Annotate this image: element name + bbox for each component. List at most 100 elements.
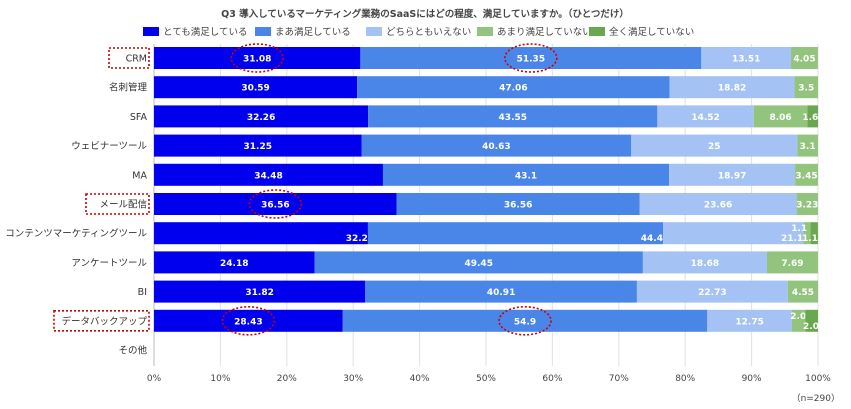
category-label: MA — [132, 170, 147, 181]
legend-label: まあ満足している — [275, 27, 351, 38]
data-label: 36.56 — [261, 201, 289, 211]
bar-segment — [631, 134, 798, 157]
bar-segment — [794, 76, 818, 99]
x-tick-label: 80% — [675, 374, 695, 384]
legend-swatch — [589, 27, 605, 36]
bar-segment — [365, 280, 637, 303]
bar-segment — [701, 47, 792, 69]
category-label: データバックアップ — [61, 315, 147, 327]
x-tick-label: 90% — [742, 374, 762, 384]
data-label: 14.52 — [691, 113, 719, 123]
bar-segment — [810, 222, 818, 245]
data-label: 28.43 — [234, 317, 262, 327]
category-label: 名刺管理 — [109, 82, 148, 94]
bar-segment — [791, 47, 818, 69]
x-tick-label: 0% — [147, 374, 162, 384]
bar-segment — [154, 251, 315, 274]
data-label: 31.08 — [243, 55, 271, 65]
legend-swatch — [143, 27, 159, 36]
bar-segment — [154, 47, 361, 69]
bar-segment — [636, 280, 788, 303]
bar-segment — [753, 105, 808, 128]
data-label: 49.45 — [464, 259, 492, 269]
bar-segment — [360, 47, 702, 69]
data-label: 30.59 — [241, 84, 269, 94]
data-label: 1.6 — [802, 113, 818, 123]
data-label: 2.0 — [803, 322, 819, 332]
data-label: 18.97 — [718, 171, 746, 181]
bar-segment — [639, 193, 797, 215]
data-label: 1.1 — [791, 224, 807, 234]
bar-segment — [396, 193, 640, 215]
x-tick-label: 70% — [609, 374, 629, 384]
data-label: 3.23 — [796, 201, 818, 211]
bar-segment — [657, 105, 754, 128]
x-axis-ticks: 0% 10% 20% 30% 40% 50% 60% 70% 80% 90% 100% — [147, 374, 831, 384]
category-label: メール配信 — [99, 199, 147, 211]
data-label: 51.35 — [517, 55, 545, 65]
bar-segment — [154, 280, 366, 303]
x-tick-label: 30% — [343, 374, 363, 384]
bar-segment — [314, 251, 643, 274]
data-label: 12.75 — [735, 317, 763, 327]
data-label: 18.68 — [691, 259, 719, 269]
bar-segment — [766, 251, 818, 274]
data-label: 22.73 — [698, 288, 726, 298]
bar-segment — [357, 76, 670, 99]
highlights — [53, 43, 558, 336]
value-highlight-circle — [230, 43, 284, 73]
data-label: 47.06 — [499, 84, 527, 94]
data-label: 43.55 — [499, 113, 527, 123]
bar-segment — [154, 105, 369, 128]
bar-segment — [342, 309, 708, 332]
bar-segment — [154, 193, 397, 215]
legend-swatch — [477, 27, 493, 36]
bar-segment — [367, 222, 664, 245]
bar-segment — [787, 280, 818, 303]
chart-title: Q3 導入しているマーケティング業務のSaaSにはどの程度、満足していますか。（… — [221, 8, 629, 20]
bar-segment — [361, 134, 632, 157]
data-label: 24.18 — [220, 259, 248, 269]
legend-label: とても満足している — [163, 27, 247, 38]
data-label: 4.05 — [793, 55, 815, 65]
category-label: コンテンツマーケティングツール — [5, 228, 147, 240]
data-label: 31.25 — [244, 142, 272, 152]
x-tick-label: 50% — [476, 374, 496, 384]
bar-segment — [368, 105, 658, 128]
data-label: 3.1 — [800, 142, 816, 152]
category-label: その他 — [118, 345, 147, 357]
bar-segment — [642, 251, 767, 274]
category-highlight-box — [85, 193, 150, 215]
bar-segment — [154, 309, 343, 332]
bar-segment — [805, 309, 818, 332]
category-label: ウェビナーツール — [71, 141, 147, 152]
legend-label: あまり満足していない — [497, 27, 592, 38]
data-label: 44.44 — [641, 234, 669, 244]
data-label: 43.1 — [515, 171, 537, 181]
legend-label: 全く満足していない — [609, 26, 694, 38]
data-label: 3.45 — [795, 171, 817, 181]
data-label: 2.0 — [790, 312, 806, 322]
bar-segment — [669, 76, 795, 99]
bar-segment — [154, 76, 358, 99]
x-tick-label: 40% — [410, 374, 430, 384]
x-tick-label: 10% — [210, 374, 230, 384]
data-label: 31.82 — [245, 288, 273, 298]
category-label: CRM — [126, 54, 147, 65]
category-highlight-box — [108, 47, 150, 69]
data-label: 23.66 — [704, 201, 732, 211]
bars: 31.08 51.35 13.51 4.05 30.59 47.06 18.82 3.5 32.… — [154, 47, 819, 332]
category-highlight-box — [53, 309, 150, 332]
bar-segment — [669, 163, 796, 186]
data-label: 32.26 — [247, 113, 275, 123]
legend: とても満足している まあ満足している どちらともいえない あまり満足していない 全く満足… — [143, 26, 694, 38]
bar-segment — [154, 163, 383, 186]
bar-segment — [803, 222, 811, 245]
sample-size-note: （n=290） — [792, 393, 840, 404]
value-highlight-circle — [504, 43, 558, 73]
data-label: 40.91 — [487, 288, 515, 298]
legend-swatch — [255, 27, 271, 36]
category-label: BI — [138, 287, 147, 298]
bar-segment — [382, 163, 670, 186]
